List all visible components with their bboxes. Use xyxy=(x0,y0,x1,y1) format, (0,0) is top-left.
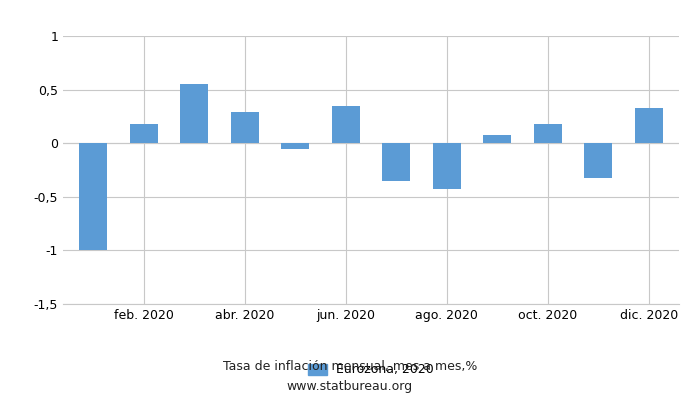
Bar xyxy=(534,124,561,143)
Text: www.statbureau.org: www.statbureau.org xyxy=(287,380,413,393)
Text: Tasa de inflación mensual, mes a mes,%: Tasa de inflación mensual, mes a mes,% xyxy=(223,360,477,373)
Bar xyxy=(181,84,208,143)
Bar xyxy=(79,143,107,250)
Bar xyxy=(382,143,410,181)
Bar xyxy=(281,143,309,148)
Bar xyxy=(635,108,663,143)
Bar xyxy=(433,143,461,189)
Legend: Eurozona, 2020: Eurozona, 2020 xyxy=(302,358,440,382)
Bar xyxy=(231,112,259,143)
Bar xyxy=(130,124,158,143)
Bar xyxy=(584,143,612,178)
Bar xyxy=(332,106,360,143)
Bar xyxy=(483,135,511,143)
